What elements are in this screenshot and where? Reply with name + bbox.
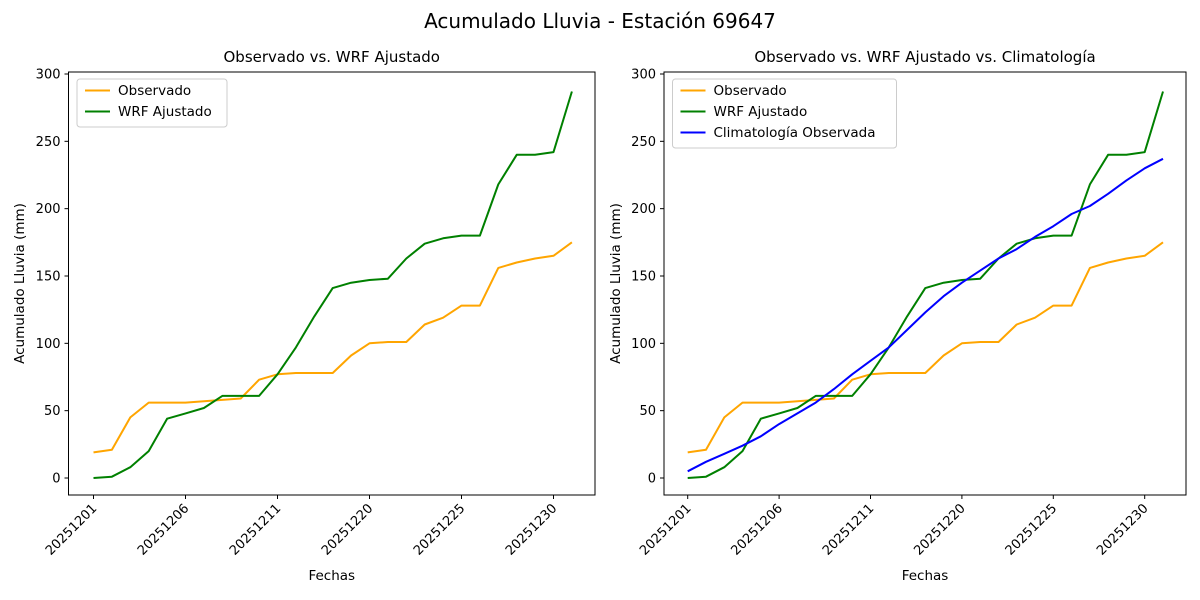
x-axis-label: Fechas <box>902 568 949 584</box>
y-tick-label: 50 <box>639 404 656 419</box>
y-tick-label: 100 <box>36 337 61 352</box>
x-tick-label-group: 20251211 <box>820 501 877 558</box>
y-tick-label: 250 <box>631 135 656 150</box>
series-line-climatologia-observada <box>687 157 1164 473</box>
y-tick-label: 150 <box>631 269 656 284</box>
x-tick-label-group: 20251201 <box>637 501 694 558</box>
x-tick-label: 20251206 <box>729 501 786 558</box>
x-tick-label-group: 20251220 <box>911 501 968 558</box>
y-tick-label: 300 <box>36 67 61 82</box>
x-tick-label-group: 20251206 <box>135 501 192 558</box>
right-chart: Observado vs. WRF Ajustado vs. Climatolo… <box>608 48 1187 584</box>
x-tick-label: 20251211 <box>227 501 284 558</box>
left-chart: Observado vs. WRF Ajustado 0 50 100 150 200 25… <box>12 48 596 584</box>
x-tick-label: 20251230 <box>1094 501 1151 558</box>
y-tick-label: 200 <box>631 202 656 217</box>
x-tick-label-group: 20251206 <box>729 501 786 558</box>
y-tick-label: 150 <box>36 269 61 284</box>
x-tick-label: 20251230 <box>503 501 560 558</box>
x-tick-label-group: 20251225 <box>411 501 468 558</box>
figure-title: Acumulado Lluvia - Estación 69647 <box>424 9 776 33</box>
subplot-title: Observado vs. WRF Ajustado <box>224 48 440 66</box>
y-tick-label: 0 <box>52 472 60 487</box>
y-tick-label: 200 <box>36 202 61 217</box>
x-tick-label-group: 20251220 <box>319 501 376 558</box>
x-tick-label-group: 20251211 <box>227 501 284 558</box>
x-tick-label: 20251225 <box>411 501 468 558</box>
y-tick-label: 50 <box>44 404 61 419</box>
x-tick-label: 20251220 <box>319 501 376 558</box>
legend: Observado WRF Ajustado Climatología Observ… <box>672 78 897 149</box>
legend-label-wrf-ajustado: WRF Ajustado <box>714 104 808 120</box>
x-tick-label-group: 20251225 <box>1003 501 1060 558</box>
x-tick-label: 20251211 <box>820 501 877 558</box>
series-line-observado <box>93 241 573 454</box>
x-axis-label: Fechas <box>308 568 355 584</box>
x-tick-label-group: 20251230 <box>1094 501 1151 558</box>
legend-box <box>672 78 897 149</box>
y-tick-label: 250 <box>36 135 61 150</box>
legend-label-observado: Observado <box>714 83 787 99</box>
subplot-title: Observado vs. WRF Ajustado vs. Climatolo… <box>754 48 1095 66</box>
legend-label-wrf-ajustado: WRF Ajustado <box>118 104 212 120</box>
axes-frame <box>663 71 1187 496</box>
y-tick-label: 0 <box>648 472 656 487</box>
y-tick-label: 100 <box>631 337 656 352</box>
x-tick-label-group: 20251201 <box>43 501 100 558</box>
legend: Observado WRF Ajustado <box>76 78 228 128</box>
series-line-wrf-ajustado <box>687 91 1164 479</box>
y-axis-label: Acumulado Lluvia (mm) <box>12 203 28 364</box>
legend-box <box>76 78 228 128</box>
legend-label-climatologia-observada: Climatología Observada <box>714 125 876 141</box>
x-tick-label: 20251201 <box>43 501 100 558</box>
x-tick-label-group: 20251230 <box>503 501 560 558</box>
y-tick-label: 300 <box>631 67 656 82</box>
x-tick-label: 20251225 <box>1003 501 1060 558</box>
axes-frame <box>68 71 596 496</box>
series-line-wrf-ajustado <box>93 91 573 479</box>
legend-label-observado: Observado <box>118 83 191 99</box>
x-tick-label: 20251220 <box>911 501 968 558</box>
x-tick-label: 20251206 <box>135 501 192 558</box>
y-axis-label: Acumulado Lluvia (mm) <box>608 203 624 364</box>
x-tick-label: 20251201 <box>637 501 694 558</box>
series-line-observado <box>687 241 1164 454</box>
